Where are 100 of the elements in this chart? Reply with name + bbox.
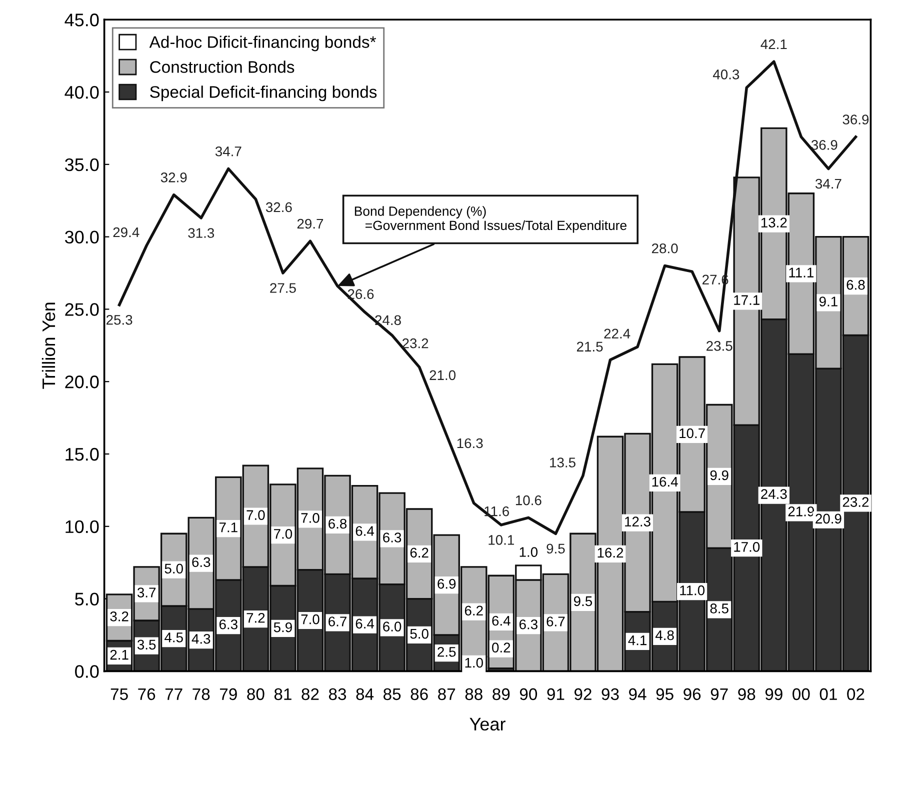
x-tick-label: 88 xyxy=(465,688,482,700)
data-label: 23.5 xyxy=(706,341,732,351)
data-label: 7.0 xyxy=(301,614,320,624)
data-label: 3.7 xyxy=(137,588,156,598)
data-label: 1.0 xyxy=(465,658,483,668)
x-tick-label: 96 xyxy=(684,688,701,700)
data-label: 16.4 xyxy=(652,476,678,487)
y-tick-label: 0.0 xyxy=(75,665,99,678)
data-label: 17.0 xyxy=(734,542,760,552)
y-tick-label: 40.0 xyxy=(64,86,99,99)
data-label: 7.0 xyxy=(274,528,292,539)
data-label: 6.4 xyxy=(492,616,510,626)
x-tick-label: 89 xyxy=(492,688,510,700)
data-label: 24.8 xyxy=(375,315,401,326)
data-label: 2.1 xyxy=(110,650,128,660)
y-tick-label: 45.0 xyxy=(64,14,99,26)
x-tick-label: 86 xyxy=(410,688,428,700)
x-tick-label: 82 xyxy=(302,688,319,700)
data-label: 13.2 xyxy=(761,218,787,228)
data-label: 5.0 xyxy=(164,564,183,574)
data-label: 16.2 xyxy=(598,548,624,558)
x-tick-label: 79 xyxy=(220,688,237,700)
data-label: 36.9 xyxy=(811,140,838,150)
data-label: 23.2 xyxy=(402,338,428,348)
data-label: 36.9 xyxy=(842,114,869,124)
data-label: 0.2 xyxy=(492,642,510,653)
data-label: 6.9 xyxy=(438,578,456,589)
y-tick-label: 15.0 xyxy=(66,448,99,461)
data-label: 6.4 xyxy=(356,618,374,629)
data-label: 11.0 xyxy=(680,585,705,596)
data-label: 1.0 xyxy=(520,547,538,557)
legend-label: Ad-hoc Dificit-financing bonds* xyxy=(149,36,376,52)
x-tick-label: 81 xyxy=(274,688,292,700)
data-label: 22.4 xyxy=(604,328,630,338)
data-label: 24.3 xyxy=(761,489,787,499)
data-label: 5.9 xyxy=(274,622,292,632)
y-tick-label: 25.0 xyxy=(65,303,99,316)
data-label: 16.3 xyxy=(457,438,483,448)
data-label: 17.1 xyxy=(734,295,760,305)
data-label: 7.0 xyxy=(246,510,265,520)
x-tick-label: 95 xyxy=(656,688,674,700)
annotation: Bond Dependency (%) =Government Bond Issues/Total Expenditure xyxy=(354,206,626,233)
x-tick-label: 02 xyxy=(847,688,864,700)
legend-label: Construction Bonds xyxy=(150,60,294,73)
data-label: 26.6 xyxy=(348,289,374,300)
data-label: 6.8 xyxy=(328,518,347,529)
data-label: 6.2 xyxy=(410,548,428,558)
data-label: 11.1 xyxy=(789,268,814,278)
data-label: 9.9 xyxy=(710,470,728,480)
x-tick-label: 78 xyxy=(192,688,210,700)
data-label: 29.7 xyxy=(297,218,324,229)
y-tick-label: 35.0 xyxy=(64,158,99,172)
x-tick-label: 94 xyxy=(629,688,646,700)
data-label: 6.4 xyxy=(356,526,374,536)
data-label: 23.2 xyxy=(842,497,869,507)
data-label: 6.2 xyxy=(464,606,483,616)
data-label: 6.3 xyxy=(519,619,538,630)
legend-label: Special Deficit-financing bonds xyxy=(150,86,377,102)
data-label: 7.2 xyxy=(246,612,265,623)
x-tick-label: 97 xyxy=(710,688,728,700)
data-label: 27.5 xyxy=(270,283,296,293)
data-label: 25.3 xyxy=(106,314,132,325)
data-label: 10.7 xyxy=(680,428,705,438)
x-tick-label: 93 xyxy=(602,688,619,700)
x-tick-label: 85 xyxy=(384,688,401,700)
x-tick-label: 01 xyxy=(820,688,837,700)
data-label: 34.7 xyxy=(215,146,242,156)
x-tick-label: 92 xyxy=(574,688,592,700)
data-label: 21.5 xyxy=(576,342,603,352)
y-axis-title: Trillion Yen xyxy=(42,302,56,389)
data-label: 6.3 xyxy=(192,557,210,568)
data-label: 3.5 xyxy=(137,640,156,650)
data-label: 6.0 xyxy=(383,622,402,632)
data-label: 40.3 xyxy=(712,70,740,80)
x-tick-label: 98 xyxy=(738,688,756,700)
x-tick-label: 76 xyxy=(138,688,156,700)
y-tick-label: 5.0 xyxy=(75,592,99,606)
data-label: 6.3 xyxy=(219,619,238,630)
data-label: 21.0 xyxy=(430,370,456,380)
x-tick-label: 75 xyxy=(110,688,128,700)
data-label: 21.9 xyxy=(788,506,814,516)
data-label: 4.8 xyxy=(655,630,674,640)
x-tick-label: 91 xyxy=(547,688,564,700)
data-label: 42.1 xyxy=(760,39,787,50)
x-tick-label: 77 xyxy=(165,688,182,700)
data-label: 7.0 xyxy=(301,513,320,523)
data-label: 20.9 xyxy=(816,514,842,524)
x-tick-label: 87 xyxy=(438,688,456,700)
data-label: 7.1 xyxy=(219,522,238,532)
data-label: 4.1 xyxy=(628,636,646,646)
data-label: 8.5 xyxy=(710,604,728,614)
data-label: 4.5 xyxy=(164,632,183,642)
data-label: 34.7 xyxy=(815,178,842,189)
data-label: 29.4 xyxy=(113,227,140,238)
y-tick-label: 20.0 xyxy=(65,376,99,388)
data-label: 9.5 xyxy=(546,544,565,554)
data-label: 6.7 xyxy=(328,616,346,626)
data-label: 9.5 xyxy=(574,596,592,606)
x-tick-label: 90 xyxy=(520,688,538,700)
data-label: 28.0 xyxy=(652,243,678,254)
